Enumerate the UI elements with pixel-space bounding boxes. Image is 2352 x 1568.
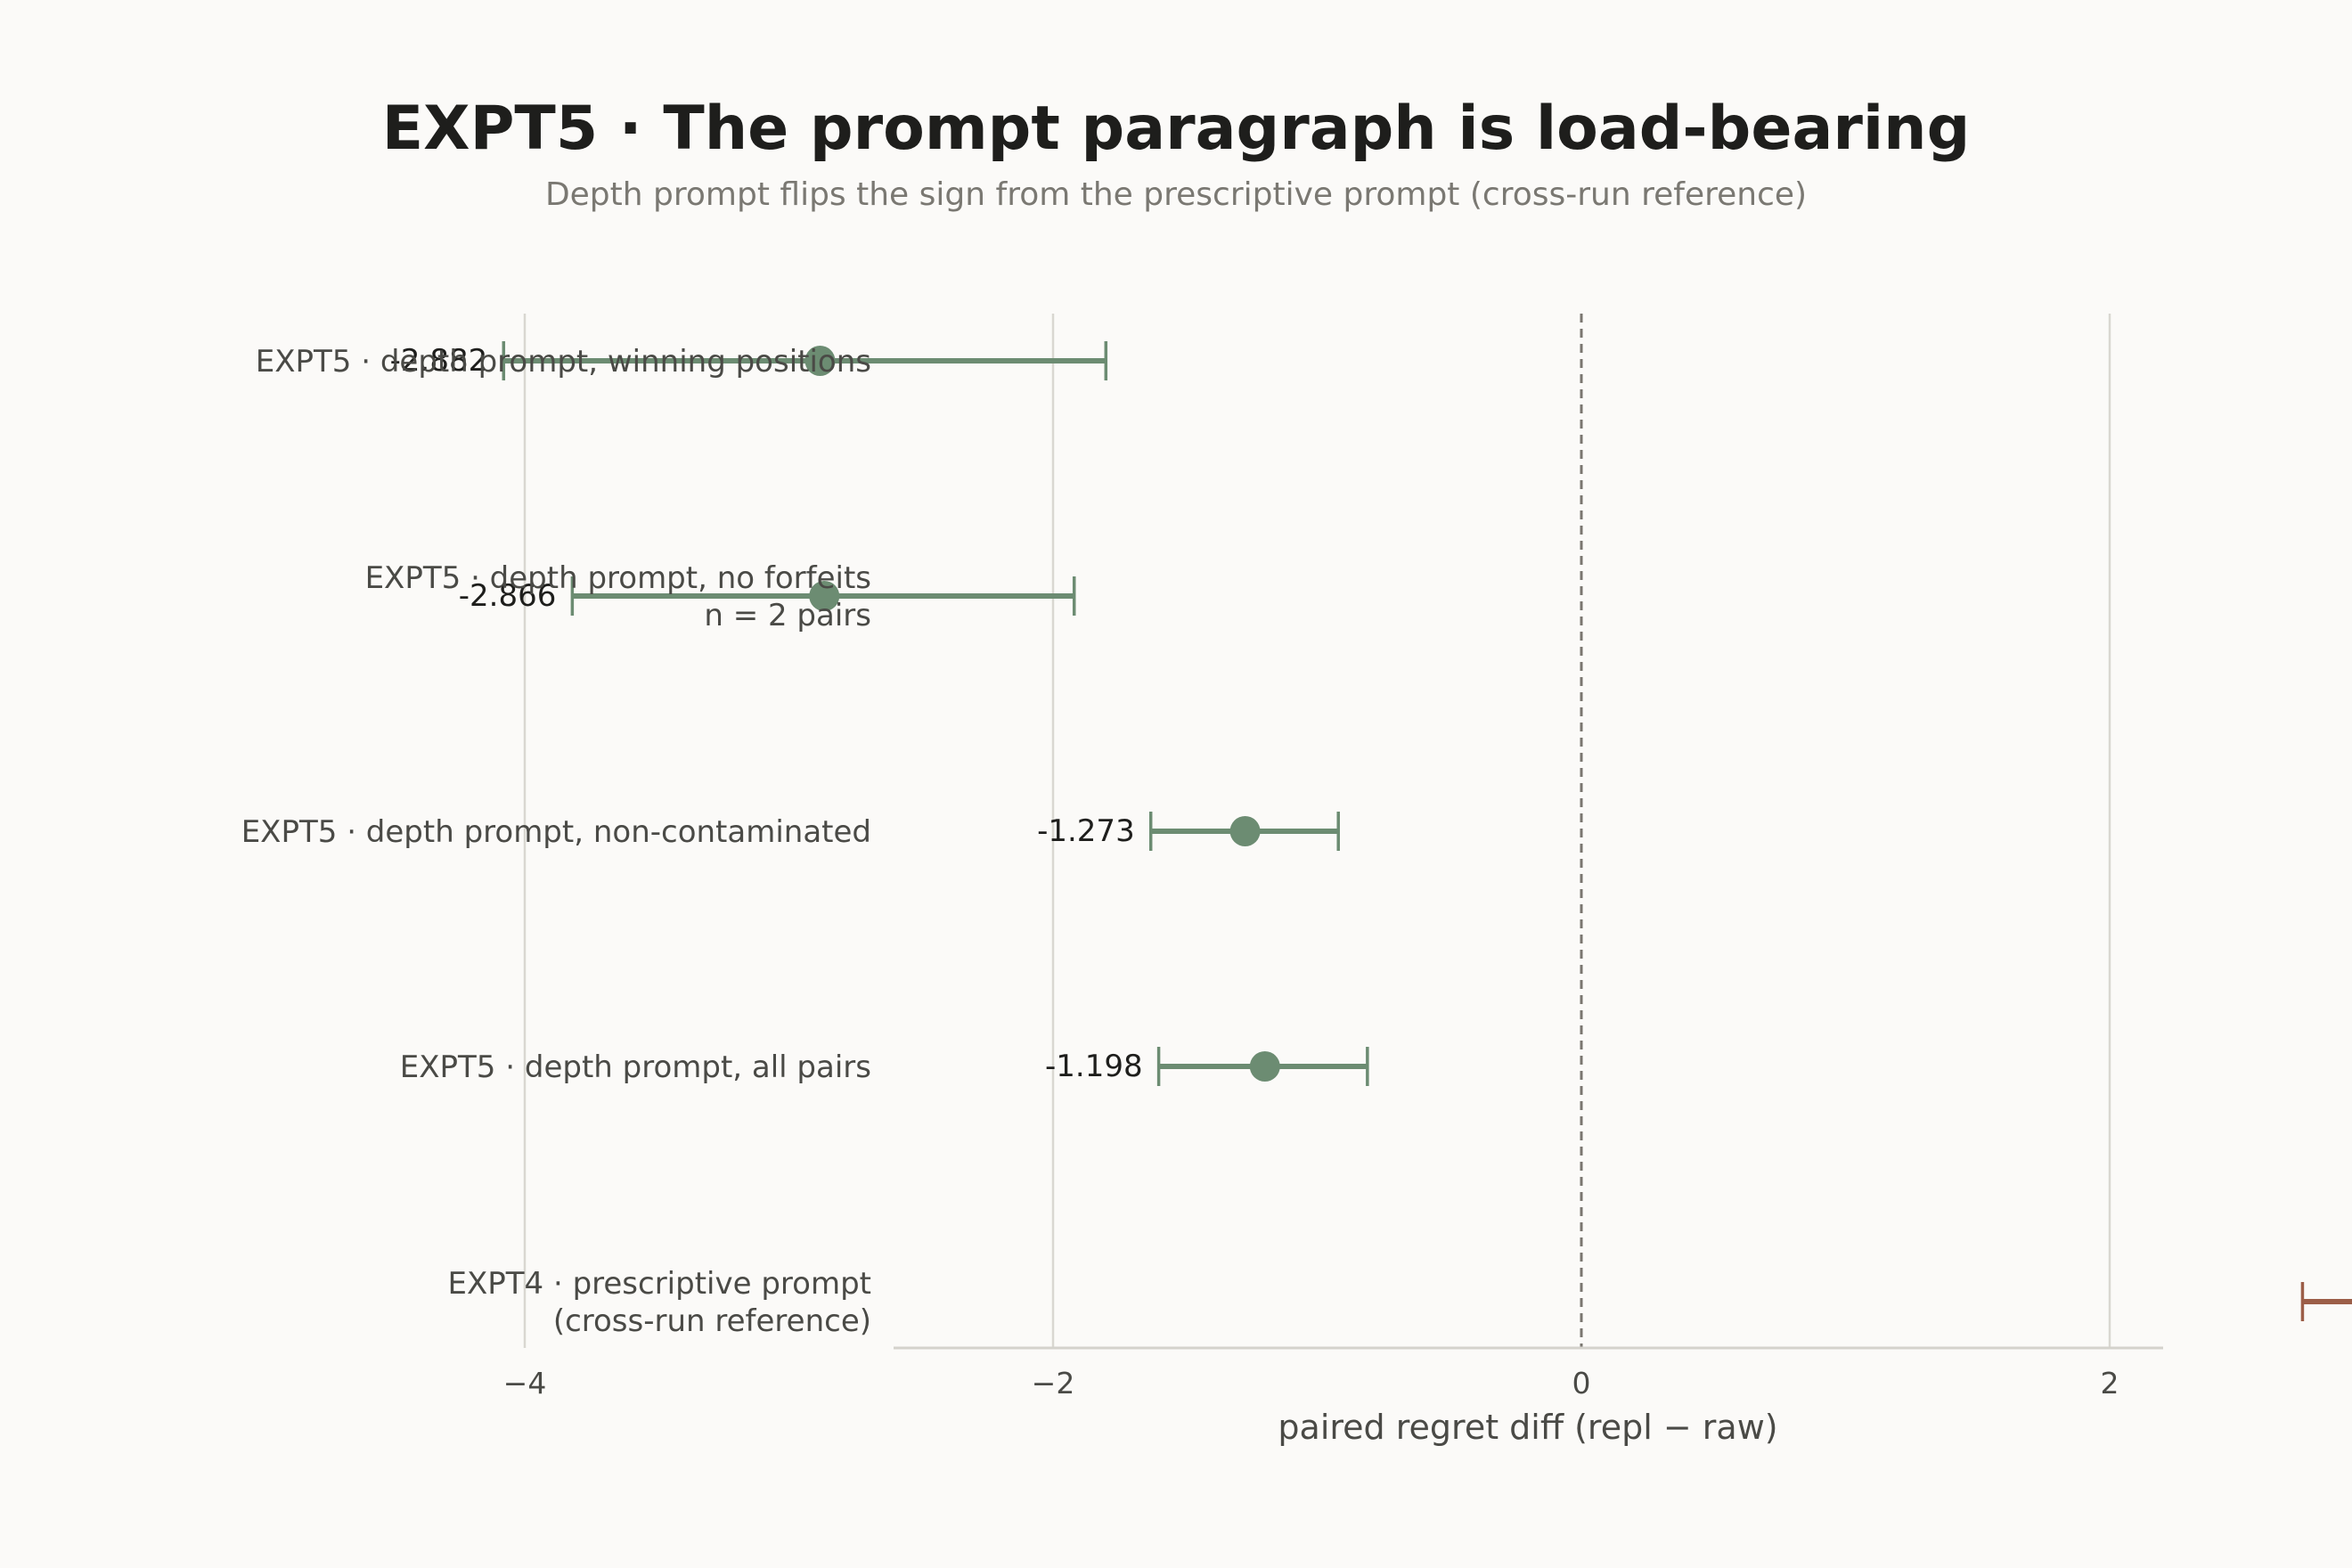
x-tick-label: −4 xyxy=(503,1366,547,1401)
row-labels: EXPT5 · depth prompt, winning positions E… xyxy=(241,344,871,1339)
row-label: EXPT5 · depth prompt, all pairs xyxy=(400,1049,871,1085)
x-tick-label: 0 xyxy=(1572,1366,1591,1401)
x-tick-label: 2 xyxy=(2101,1366,2119,1401)
chart-subtitle: Depth prompt flips the sign from the pre… xyxy=(545,176,1807,213)
row-3: -1.198 xyxy=(1045,1047,1369,1086)
chart-title: EXPT5 · The prompt paragraph is load-bea… xyxy=(382,94,1971,164)
row-label: (cross-run reference) xyxy=(553,1303,871,1339)
value-label: -2.866 xyxy=(459,578,557,614)
value-label: -1.273 xyxy=(1037,813,1135,849)
point-estimate xyxy=(804,346,836,376)
row-4: +3.002 xyxy=(2300,1282,2352,1321)
row-label: EXPT4 · prescriptive prompt xyxy=(447,1266,871,1302)
point-estimate xyxy=(1229,816,1261,846)
gridlines xyxy=(523,314,2111,1348)
x-tick-label: −2 xyxy=(1032,1366,1075,1401)
row-label: n = 2 pairs xyxy=(704,598,871,633)
row-label: EXPT5 · depth prompt, non-contaminated xyxy=(241,814,871,850)
row-label: EXPT5 · depth prompt, no forfeits xyxy=(365,560,871,596)
row-0: -2.882 xyxy=(390,341,1108,380)
value-label: -2.882 xyxy=(390,343,488,379)
point-estimate xyxy=(809,581,840,611)
row-2: -1.273 xyxy=(1037,812,1340,851)
point-estimate xyxy=(1249,1051,1280,1082)
x-axis-title: paired regret diff (repl − raw) xyxy=(1278,1408,1777,1447)
value-label: -1.198 xyxy=(1045,1049,1143,1084)
data-marks: -2.882 -2.866 -1.273 -1.198 +3.002 xyxy=(390,341,2352,1321)
row-label: EXPT5 · depth prompt, winning positions xyxy=(256,344,871,380)
x-axis: −4−2024 xyxy=(503,1346,2163,1401)
row-1: -2.866 xyxy=(459,576,1076,616)
